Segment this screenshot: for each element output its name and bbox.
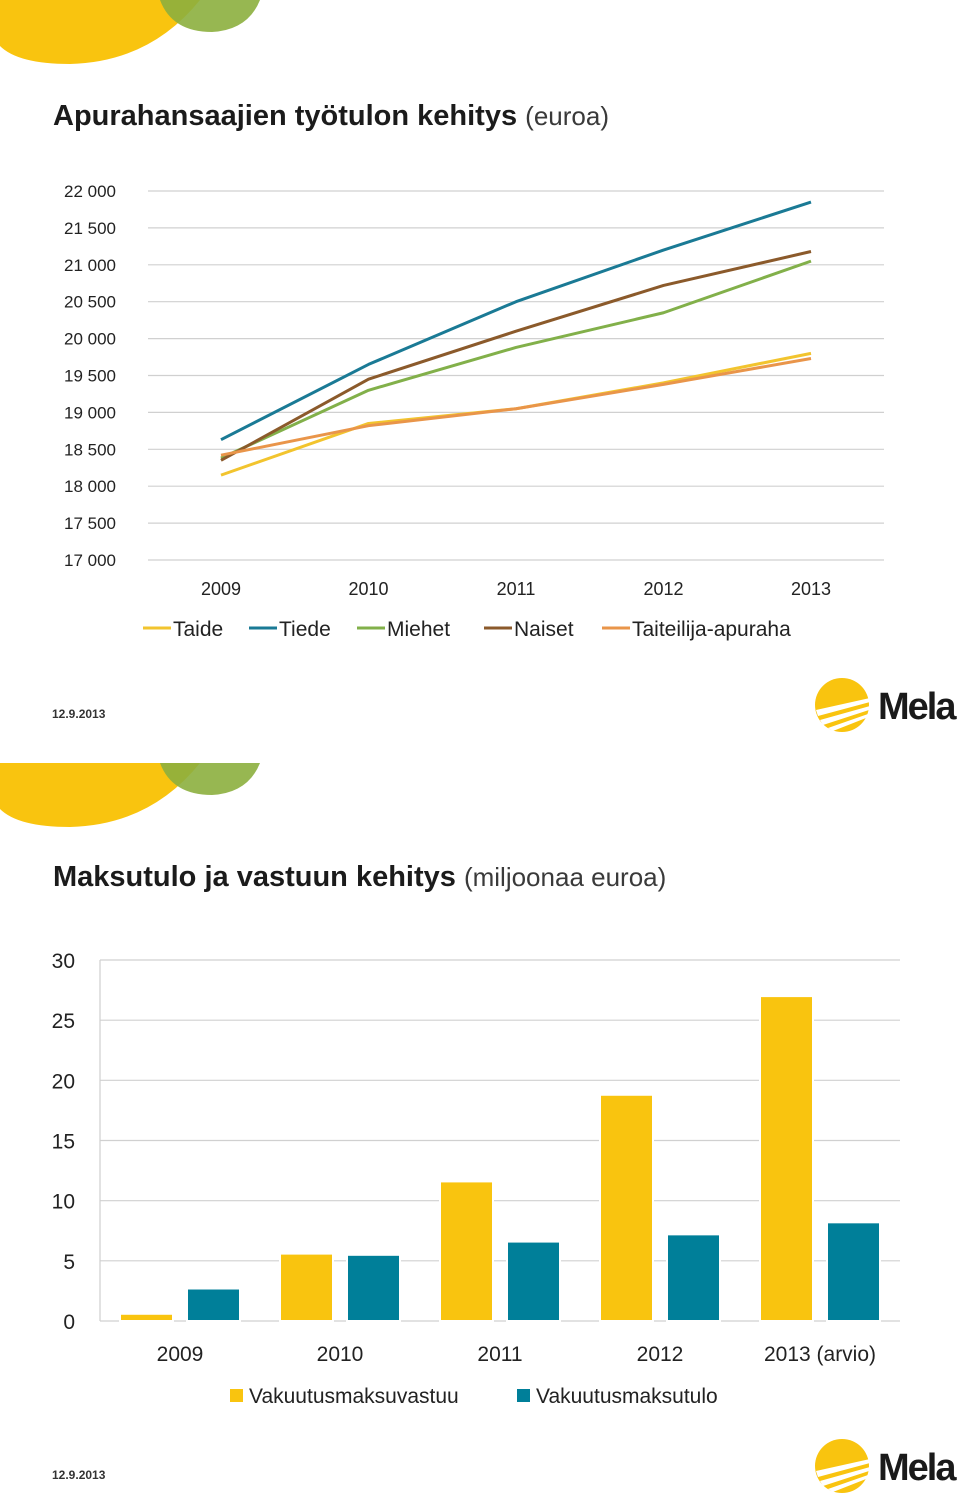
- legend-item: Tiede: [249, 618, 331, 641]
- x-tick-label: 2013: [791, 579, 831, 599]
- mela-logo: Mela: [815, 1439, 959, 1493]
- legend-item: Taide: [143, 618, 223, 641]
- legend-label: Vakuutusmaksutulo: [536, 1385, 718, 1408]
- bar-vakuutusmaksuvastuu: [119, 1312, 174, 1323]
- corner-decoration: [0, 0, 260, 64]
- y-tick-label: 5: [63, 1251, 75, 1274]
- bar-chart: 0 5 10 15 20 25 30 2009 2010 2011 2012 2013 (arvio…: [52, 950, 900, 1408]
- x-tick-label: 2013 (arvio): [764, 1343, 876, 1366]
- bar-vakuutusmaksuvastuu: [759, 995, 814, 1322]
- legend-label: Naiset: [514, 618, 574, 641]
- x-tick-label: 2012: [637, 1343, 684, 1366]
- bar-vakuutusmaksutulo: [506, 1240, 561, 1322]
- bars: [119, 995, 881, 1323]
- y-tick-label: 25: [52, 1010, 75, 1033]
- corner-decoration: [0, 763, 260, 827]
- sun-icon: [815, 678, 870, 732]
- bar-vakuutusmaksutulo: [826, 1221, 881, 1322]
- x-tick-label: 2009: [157, 1343, 204, 1366]
- legend-label: Tiede: [279, 618, 331, 641]
- y-axis-ticks: 0 5 10 15 20 25 30: [52, 950, 75, 1334]
- bar-vakuutusmaksutulo: [186, 1287, 241, 1323]
- y-tick-label: 20 500: [64, 293, 116, 312]
- line-chart: 17 000 17 500 18 000 18 500 19 000 19 500 20 0…: [64, 182, 884, 641]
- y-tick-label: 0: [63, 1311, 75, 1334]
- gridlines: [148, 190, 884, 561]
- bar-vakuutusmaksutulo: [346, 1253, 401, 1323]
- date-label: 12.9.2013: [52, 707, 106, 721]
- legend-label: Miehet: [387, 618, 450, 641]
- x-tick-label: 2011: [497, 579, 536, 599]
- legend-swatch: [230, 1389, 243, 1402]
- legend-item: Naiset: [484, 618, 574, 641]
- slide-2: Maksutulo ja vastuun kehitys (miljoonaa …: [0, 747, 960, 1494]
- y-tick-label: 21 000: [64, 256, 116, 275]
- slide-1: Apurahansaajien työtulon kehitys (euroa)…: [0, 0, 959, 732]
- y-tick-label: 17 000: [64, 551, 116, 570]
- legend-item: Miehet: [357, 618, 450, 641]
- legend-label: Vakuutusmaksuvastuu: [249, 1385, 459, 1408]
- y-tick-label: 19 500: [64, 367, 116, 386]
- y-tick-label: 19 000: [64, 403, 116, 422]
- svg-text:Mela: Mela: [878, 1447, 957, 1489]
- legend: Taide Tiede Miehet Naiset Taiteilija-apuraha: [143, 618, 791, 641]
- legend-label: Taide: [173, 618, 223, 641]
- series-line-taiteilija-apuraha: [220, 357, 812, 457]
- x-tick-label: 2011: [477, 1343, 522, 1366]
- y-tick-label: 30: [52, 950, 75, 973]
- legend-item: Taiteilija-apuraha: [602, 618, 791, 641]
- chart-title: Maksutulo ja vastuun kehitys (miljoonaa …: [53, 861, 667, 893]
- series-line-taide: [220, 351, 812, 477]
- x-tick-label: 2010: [348, 579, 388, 599]
- bar-vakuutusmaksuvastuu: [279, 1252, 334, 1323]
- y-tick-label: 10: [52, 1191, 75, 1214]
- y-tick-label: 15: [52, 1131, 75, 1154]
- date-label: 12.9.2013: [52, 1468, 106, 1482]
- series-lines: [220, 200, 812, 477]
- legend: Vakuutusmaksuvastuu Vakuutusmaksutulo: [230, 1385, 718, 1408]
- legend-item: Vakuutusmaksuvastuu: [230, 1385, 459, 1408]
- x-axis-ticks: 2009 2010 2011 2012 2013 (arvio): [157, 1343, 876, 1366]
- y-tick-label: 21 500: [64, 219, 116, 238]
- series-line-naiset: [220, 250, 812, 462]
- bar-vakuutusmaksuvastuu: [439, 1180, 494, 1322]
- svg-text:Mela: Mela: [878, 686, 957, 728]
- series-line-tiede: [220, 200, 812, 442]
- x-axis-ticks: 2009 2010 2011 2012 2013: [201, 579, 831, 599]
- x-tick-label: 2010: [317, 1343, 364, 1366]
- mela-logo: Mela: [815, 678, 959, 732]
- y-axis-ticks: 17 000 17 500 18 000 18 500 19 000 19 500 20 0…: [64, 182, 116, 570]
- bar-vakuutusmaksutulo: [666, 1233, 721, 1322]
- chart-title: Apurahansaajien työtulon kehitys (euroa): [53, 100, 609, 132]
- legend-label: Taiteilija-apuraha: [632, 618, 791, 641]
- y-tick-label: 20 000: [64, 330, 116, 349]
- bar-vakuutusmaksuvastuu: [599, 1093, 654, 1323]
- legend-swatch: [517, 1389, 530, 1402]
- y-tick-label: 17 500: [64, 514, 116, 533]
- x-tick-label: 2012: [643, 579, 683, 599]
- legend-item: Vakuutusmaksutulo: [517, 1385, 718, 1408]
- y-tick-label: 18 500: [64, 440, 116, 459]
- y-tick-label: 22 000: [64, 182, 116, 201]
- sun-icon: [815, 1439, 870, 1493]
- x-tick-label: 2009: [201, 579, 241, 599]
- series-line-miehet: [220, 259, 812, 460]
- y-tick-label: 20: [52, 1070, 75, 1093]
- y-tick-label: 18 000: [64, 477, 116, 496]
